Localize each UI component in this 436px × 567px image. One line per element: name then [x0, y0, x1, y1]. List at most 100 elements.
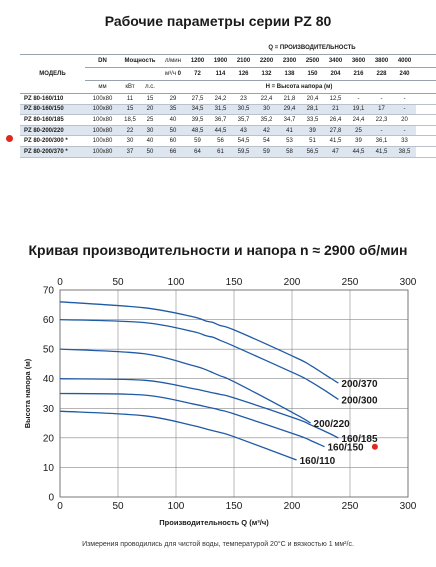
- x-axis-title: Производительность Q (м³/ч): [159, 518, 269, 527]
- x-tick-label: 100: [168, 501, 185, 512]
- head-cell: 29,4: [283, 106, 296, 113]
- head-cell: 41,5: [375, 148, 388, 155]
- head-cell: 19,1: [352, 106, 365, 113]
- selected-row-marker: [6, 135, 13, 142]
- head-cell: 35,7: [237, 116, 250, 123]
- head-cell: 44,5: [352, 148, 365, 155]
- kw-cell: 37: [126, 148, 134, 155]
- head-cell: 20: [401, 116, 408, 123]
- head-cell: 26,4: [329, 116, 342, 123]
- top-tick-label: 0: [57, 277, 63, 288]
- head-cell: 23: [240, 95, 247, 102]
- head-cell: 20,4: [306, 95, 319, 102]
- head-cell: 41: [286, 127, 293, 134]
- head-cell: 38,5: [398, 148, 411, 155]
- flow-lmin: 1200: [186, 54, 209, 68]
- page-title: Рабочие параметры серии PZ 80: [104, 13, 332, 29]
- head-cell: 27,8: [329, 127, 342, 134]
- head-cell: 43: [240, 127, 247, 134]
- unit-mm: мм: [85, 80, 120, 94]
- head-cell: 42: [263, 127, 270, 134]
- head-cell: -: [403, 95, 406, 102]
- head-cell: 50: [169, 127, 177, 134]
- series-label: 200/370: [341, 379, 378, 390]
- series-line: [59, 301, 339, 384]
- dn-cell: 100x80: [92, 106, 113, 113]
- head-cell: 36,7: [214, 116, 227, 123]
- flow-lmin: 3800: [370, 54, 393, 68]
- series-label: 160/150: [327, 443, 364, 454]
- head-cell: 22,3: [375, 116, 388, 123]
- head-cell: 56,5: [306, 148, 319, 155]
- y-tick-label: 50: [43, 345, 55, 356]
- head-cell: -: [403, 127, 406, 134]
- head-cell: 58: [286, 148, 293, 155]
- head-cell: 41,5: [329, 138, 342, 145]
- head-cell: 31,5: [214, 106, 227, 113]
- head-cell: 39: [355, 138, 362, 145]
- flow-lmin: 4000: [393, 54, 416, 68]
- footnote: Измерения проводились для чистой воды, т…: [82, 541, 354, 548]
- flow-lmin: 2300: [278, 54, 301, 68]
- head-cell: 36,1: [375, 138, 388, 145]
- head-cell: 40: [169, 116, 177, 123]
- y-tick-label: 0: [48, 493, 54, 504]
- flow-lmin: 3600: [347, 54, 370, 68]
- performance-chart: 0 50 100 150 200 250 300 0 50 100 150 200 250 300 0 10 2…: [23, 277, 417, 527]
- head-cell: 30,5: [237, 106, 250, 113]
- kw-cell: 18,5: [124, 116, 136, 123]
- head-cell: 56: [217, 138, 224, 145]
- head-cell: 22,4: [260, 95, 273, 102]
- kw-cell: 22: [126, 127, 134, 134]
- top-tick-label: 200: [284, 277, 301, 288]
- table-row: PZ 80-200/220 100x80 22 30 50 48,5 44,5 43 42 41 3…: [20, 125, 436, 136]
- flow-m3h: 126: [232, 67, 255, 81]
- head-cell: 34,5: [191, 106, 204, 113]
- hp-cell: 30: [146, 127, 154, 134]
- head-cell: 53: [286, 138, 293, 145]
- unit-lmin: л/мин: [160, 54, 186, 68]
- q-title: Q = ПРОИЗВОДИТЕЛЬНОСТЬ: [186, 42, 436, 55]
- head-cell: 35: [169, 106, 177, 113]
- h-title: Н = Высота напора (м): [160, 80, 436, 94]
- flow-m3h: 204: [324, 67, 347, 81]
- hp-cell: 15: [146, 95, 154, 102]
- unit-hp: л.с.: [140, 80, 160, 94]
- flow-m3h: 228: [370, 67, 393, 81]
- head-cell: 59: [194, 138, 201, 145]
- table-row: PZ 80-160/110 100x80 11 15 29 27,5 24,2 23 22,4 2…: [20, 94, 436, 105]
- flow-m3h: 216: [347, 67, 370, 81]
- y-tick-label: 20: [43, 433, 55, 444]
- kw-cell: 11: [126, 95, 134, 102]
- head-cell: 61: [217, 148, 224, 155]
- hp-cell: 40: [146, 138, 154, 145]
- head-cell: 39,5: [191, 116, 204, 123]
- head-cell: 21,8: [283, 95, 296, 102]
- top-tick-label: 50: [112, 277, 124, 288]
- unit-m3h: м³/ч 0: [160, 67, 186, 81]
- head-cell: 39: [309, 127, 316, 134]
- series-label: 160/185: [341, 434, 378, 445]
- col-power: Мощность: [120, 54, 160, 68]
- head-cell: -: [380, 95, 383, 102]
- flow-lmin: 3400: [324, 54, 347, 68]
- x-tick-label: 0: [57, 501, 63, 512]
- flow-lmin: 2200: [255, 54, 278, 68]
- top-tick-label: 250: [342, 277, 359, 288]
- model-cell: PZ 80-160/110: [24, 95, 64, 102]
- head-cell: 25: [355, 127, 362, 134]
- dn-cell: 100x80: [92, 116, 113, 123]
- series-label: 200/220: [314, 419, 351, 430]
- head-cell: 34,7: [283, 116, 296, 123]
- table-row: PZ 80-160/185 100x80 18,5 25 40 39,5 36,7 35,7 3…: [20, 115, 436, 126]
- dn-cell: 100x80: [92, 148, 113, 155]
- flow-m3h: 114: [209, 67, 232, 81]
- head-cell: 33: [401, 138, 408, 145]
- head-cell: 17: [378, 106, 385, 113]
- head-cell: 35,2: [260, 116, 273, 123]
- head-cell: -: [403, 106, 406, 113]
- head-cell: 44,5: [214, 127, 227, 134]
- series-line: [59, 318, 339, 400]
- x-tick-label: 300: [400, 501, 417, 512]
- flow-m3h: 138: [278, 67, 301, 81]
